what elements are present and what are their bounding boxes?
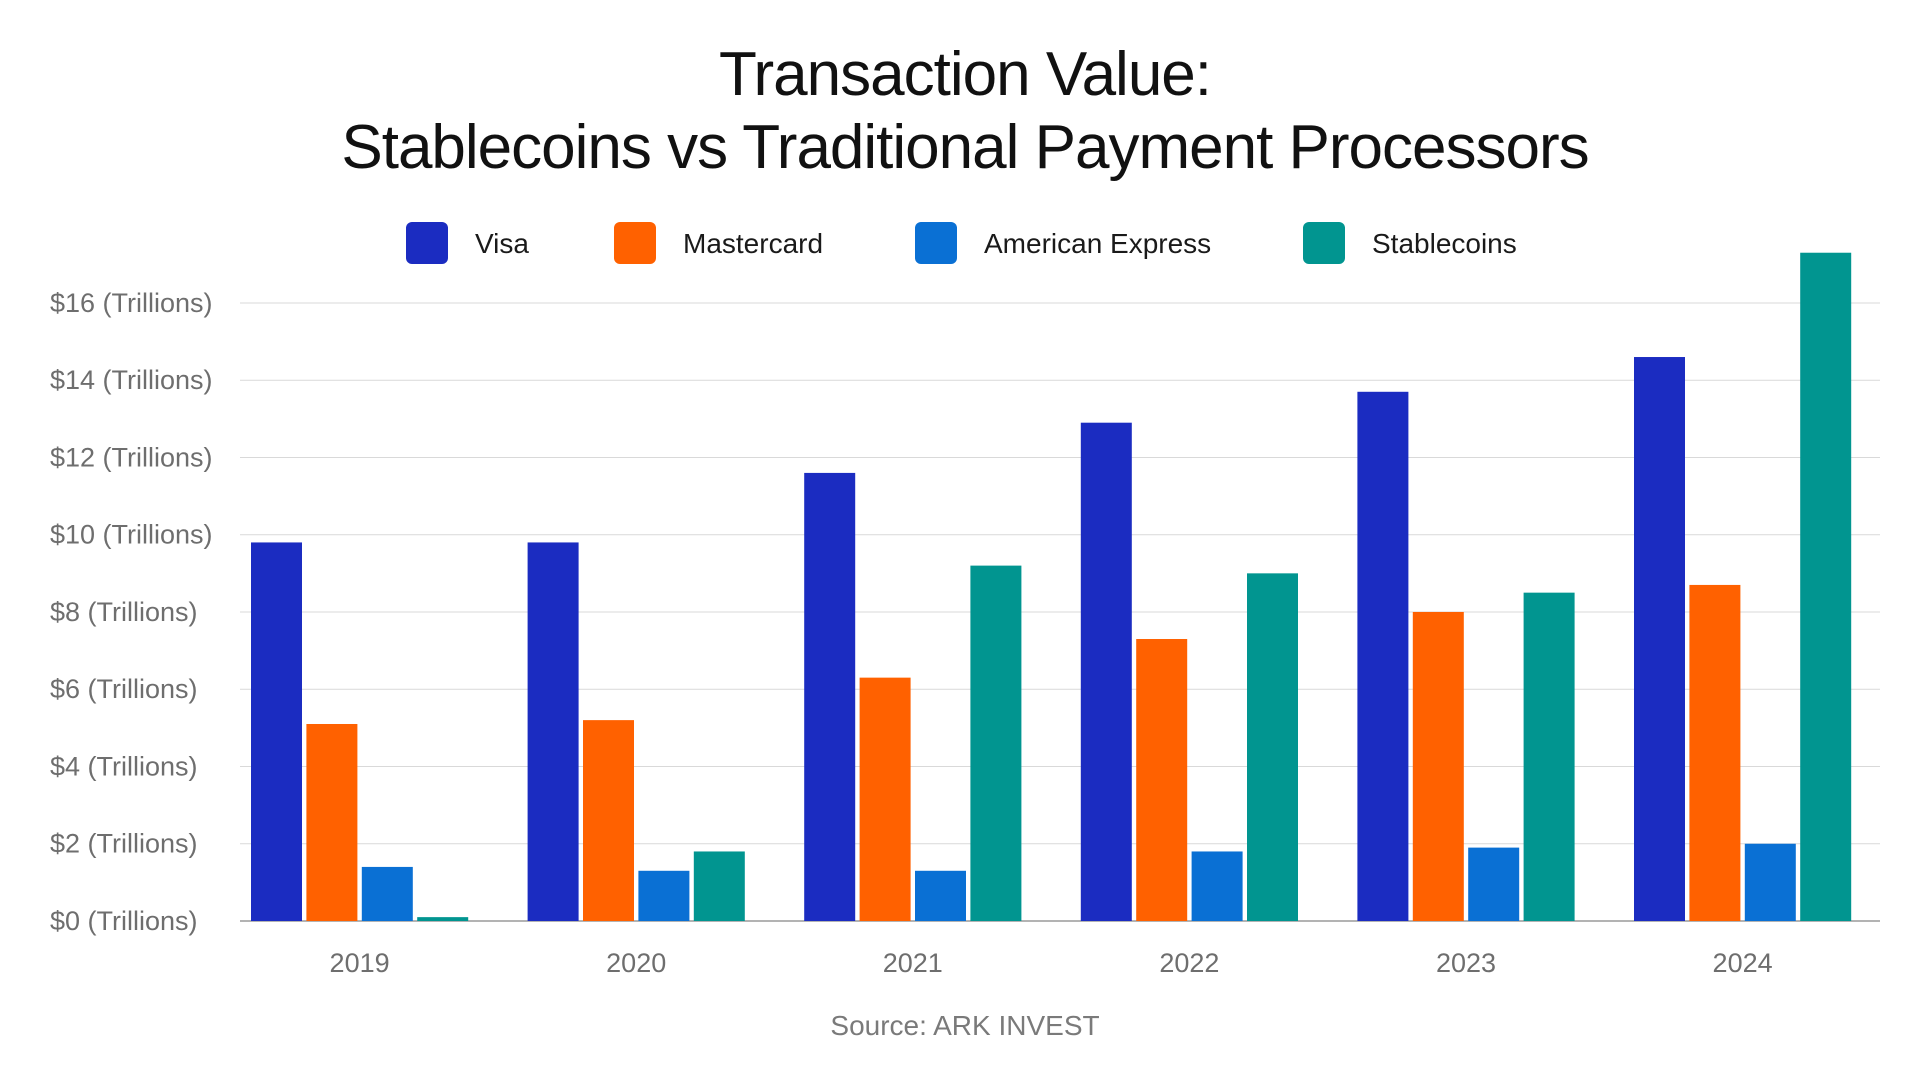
bar-american-express-2023 — [1468, 847, 1520, 921]
legend-swatch — [614, 222, 656, 264]
bar-visa-2024 — [1634, 357, 1685, 922]
bar-stablecoins-2023 — [1523, 592, 1575, 921]
bar-mastercard-2024 — [1689, 584, 1741, 921]
legend-swatch — [1303, 222, 1345, 264]
bar-visa-2020 — [527, 542, 579, 921]
chart-title-line1: Transaction Value: — [719, 40, 1211, 109]
legend-label: Stablecoins — [1372, 228, 1517, 259]
source-note: Source: ARK INVEST — [830, 1010, 1099, 1041]
x-tick-label: 2020 — [606, 948, 666, 978]
bar-mastercard-2021 — [859, 677, 911, 921]
x-tick-label: 2019 — [330, 948, 390, 978]
y-tick-label: $0 (Trillions) — [50, 906, 198, 936]
y-tick-label: $2 (Trillions) — [50, 829, 198, 859]
bar-stablecoins-2022 — [1247, 573, 1298, 921]
x-tick-label: 2023 — [1436, 948, 1496, 978]
bar-stablecoins-2024 — [1800, 252, 1852, 921]
y-tick-label: $12 (Trillions) — [50, 442, 213, 472]
bar-visa-2022 — [1080, 422, 1132, 921]
x-axis: 2019 2020 2021 2022 2023 2024 — [330, 948, 1773, 978]
y-tick-label: $8 (Trillions) — [50, 597, 198, 627]
legend-swatch — [915, 222, 957, 264]
legend-label: Visa — [475, 228, 529, 259]
bar-mastercard-2022 — [1136, 639, 1188, 921]
bar-american-express-2019 — [361, 866, 413, 921]
bar-american-express-2020 — [638, 870, 690, 921]
bar-mastercard-2019 — [306, 723, 358, 921]
bar-visa-2019 — [251, 542, 302, 921]
bar-american-express-2022 — [1191, 851, 1243, 921]
legend-label: Mastercard — [683, 228, 823, 259]
x-tick-label: 2022 — [1159, 948, 1219, 978]
bar-american-express-2021 — [915, 870, 966, 921]
bar-visa-2021 — [804, 472, 856, 921]
y-tick-label: $6 (Trillions) — [50, 674, 198, 704]
y-tick-label: $10 (Trillions) — [50, 520, 213, 550]
bar-stablecoins-2021 — [970, 565, 1022, 921]
gridlines — [240, 302, 1880, 922]
bar-mastercard-2020 — [583, 720, 634, 921]
bar-stablecoins-2020 — [693, 851, 745, 921]
x-tick-label: 2024 — [1713, 948, 1773, 978]
y-tick-label: $4 (Trillions) — [50, 751, 198, 781]
bar-stablecoins-2019 — [417, 917, 469, 921]
bar-american-express-2024 — [1744, 843, 1796, 921]
y-tick-label: $14 (Trillions) — [50, 365, 213, 395]
x-tick-label: 2021 — [883, 948, 943, 978]
legend-swatch — [406, 222, 448, 264]
bars — [251, 252, 1852, 922]
bar-mastercard-2023 — [1412, 611, 1464, 921]
legend-label: American Express — [984, 228, 1211, 259]
bar-visa-2023 — [1357, 391, 1409, 921]
legend: Visa Mastercard American Express Stablecoin… — [406, 222, 1517, 264]
y-axis: $0 (Trillions) $2 (Trillions) $4 (Trillion… — [50, 288, 213, 936]
chart-title-line2: Stablecoins vs Traditional Payment Proce… — [341, 113, 1588, 182]
y-tick-label: $16 (Trillions) — [50, 288, 213, 318]
